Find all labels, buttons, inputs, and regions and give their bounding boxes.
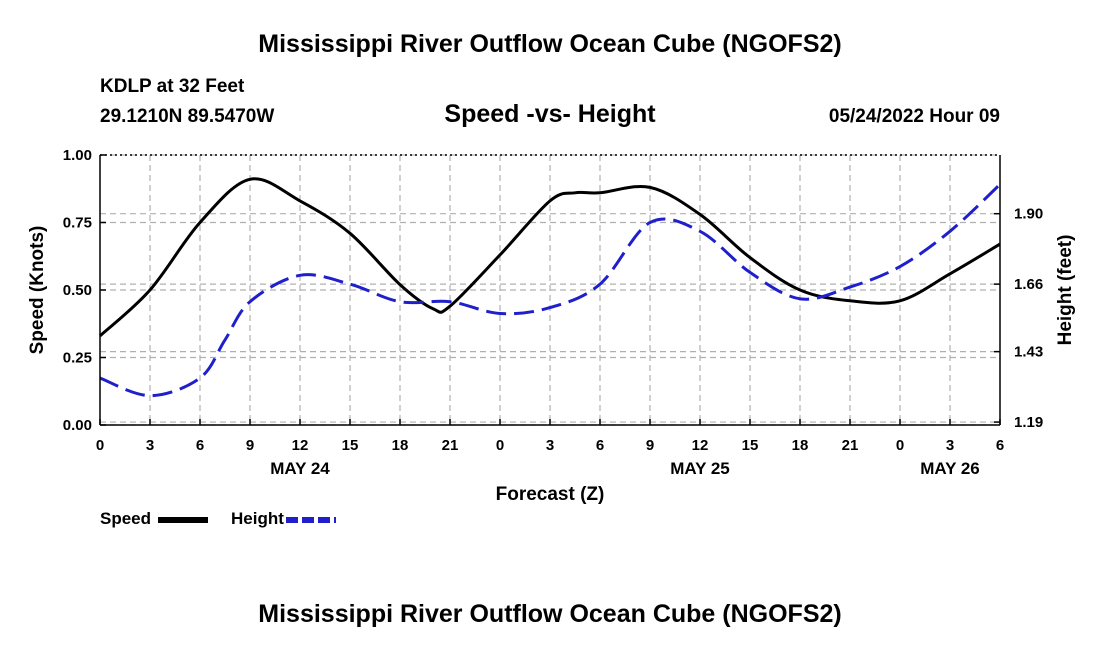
chart-subtitle: Speed -vs- Height (444, 100, 656, 128)
axes (99, 154, 1001, 426)
legend-speed-swatch (157, 516, 208, 523)
x-tick-label: 3 (546, 437, 554, 454)
x-tick-label: 0 (896, 437, 904, 454)
x-tick-label: 6 (196, 437, 204, 454)
legend-height: Height (231, 509, 338, 529)
date-label: MAY 26 (920, 459, 980, 478)
series-layer (98, 177, 1002, 398)
date-label: MAY 24 (270, 459, 330, 478)
station-label: KDLP at 32 Feet (100, 76, 245, 97)
speed-height-chart: 0 3 6 9 12 15 18 21 0 3 6 9 12 15 18 21 0 3 6 MAY 24 MAY 25 M… (27, 147, 1076, 505)
x-tick-label: 3 (946, 437, 954, 454)
legend-height-swatch (285, 516, 336, 523)
forecast-date: 05/24/2022 Hour 09 (828, 106, 1000, 127)
series-line-speed (98, 177, 1001, 338)
y2-tick-label: 1.19 (1014, 414, 1043, 431)
y2-tick-label: 1.90 (1014, 206, 1043, 223)
x-tick-label: 6 (996, 437, 1004, 454)
x-tick-label: 6 (596, 437, 604, 454)
x-tick-label: 18 (392, 437, 409, 454)
x-tick-label: 9 (646, 437, 654, 454)
y2-axis-label: Height (feet) (1055, 235, 1076, 346)
y-tick-label: 0.75 (63, 215, 92, 232)
x-tick-label: 0 (496, 437, 504, 454)
chart-title: Mississippi River Outflow Ocean Cube (NG… (258, 30, 842, 58)
x-tick-label: 15 (342, 437, 359, 454)
y2-tick-label: 1.66 (1014, 276, 1043, 293)
x-tick-label: 18 (792, 437, 809, 454)
x-tick-label: 12 (292, 437, 309, 454)
legend-height-label: Height (231, 509, 284, 528)
y-tick-label: 1.00 (63, 147, 92, 164)
legend-speed: Speed (100, 509, 210, 529)
x-axis-label: Forecast (Z) (496, 484, 605, 505)
coordinates-label: 29.1210N 89.5470W (100, 106, 275, 127)
x-tick-label: 21 (842, 437, 859, 454)
y2-tick-label: 1.43 (1014, 344, 1043, 361)
y-tick-label: 0.25 (63, 350, 92, 367)
x-tick-label: 0 (96, 437, 104, 454)
y-tick-label: 0.00 (63, 417, 92, 434)
y-axis-label: Speed (Knots) (27, 226, 48, 355)
x-tick-label: 3 (146, 437, 154, 454)
x-tick-label: 15 (742, 437, 759, 454)
date-label: MAY 25 (670, 459, 730, 478)
chart-title-repeat: Mississippi River Outflow Ocean Cube (NG… (258, 600, 842, 628)
grid (100, 154, 1000, 426)
x-tick-label: 9 (246, 437, 254, 454)
x-tick-label: 12 (692, 437, 709, 454)
axis-labels: 0 3 6 9 12 15 18 21 0 3 6 9 12 15 18 21 0 3 6 MAY 24 MAY 25 M… (27, 147, 1076, 505)
legend-speed-label: Speed (100, 509, 152, 528)
x-tick-label: 21 (442, 437, 459, 454)
y-tick-label: 0.50 (63, 282, 92, 299)
series-line-height (99, 183, 1002, 398)
